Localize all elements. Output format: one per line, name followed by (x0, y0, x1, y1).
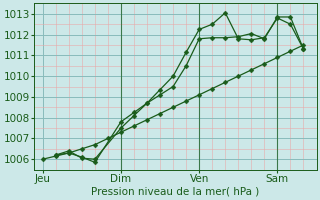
X-axis label: Pression niveau de la mer( hPa ): Pression niveau de la mer( hPa ) (91, 187, 260, 197)
